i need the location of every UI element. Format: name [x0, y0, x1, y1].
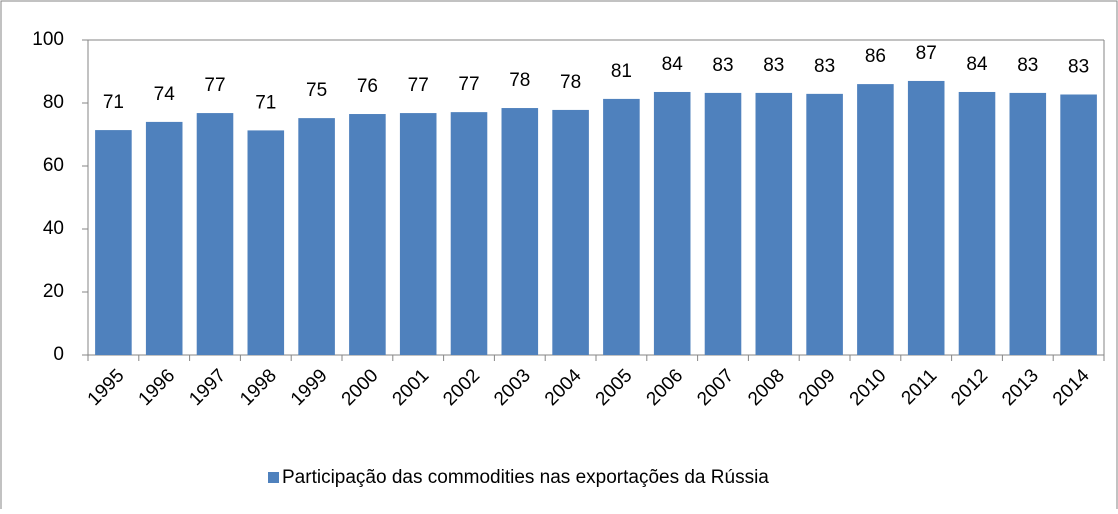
- value-label: 74: [154, 84, 176, 105]
- value-label: 81: [611, 61, 632, 82]
- value-label: 86: [865, 46, 886, 67]
- value-label: 83: [1017, 55, 1038, 76]
- y-tick-label: 20: [43, 281, 64, 302]
- value-label: 78: [560, 72, 581, 93]
- value-label: 84: [662, 54, 684, 75]
- value-label: 71: [103, 92, 124, 113]
- bar: [501, 108, 539, 355]
- value-label: 83: [814, 56, 835, 77]
- value-label: 77: [204, 75, 225, 96]
- value-label: 83: [763, 55, 784, 76]
- value-label: 78: [509, 70, 530, 91]
- legend-swatch: [268, 472, 279, 483]
- value-label: 77: [458, 74, 479, 95]
- bar: [603, 98, 640, 355]
- y-tick-label: 0: [53, 344, 64, 365]
- bar: [349, 114, 386, 356]
- value-label: 71: [255, 92, 276, 113]
- bar: [145, 121, 183, 356]
- y-tick-label: 60: [43, 155, 64, 176]
- bar: [653, 91, 691, 355]
- y-tick-label: 80: [43, 92, 64, 113]
- value-label: 83: [1068, 57, 1089, 78]
- bar: [907, 80, 945, 355]
- value-label: 83: [712, 55, 733, 76]
- bar: [755, 92, 793, 356]
- y-tick-label: 100: [32, 29, 64, 50]
- bar: [298, 118, 335, 356]
- bar: [95, 130, 132, 355]
- bar: [247, 130, 285, 355]
- value-label: 84: [966, 54, 988, 75]
- value-label: 87: [916, 43, 937, 64]
- value-label: 77: [408, 75, 429, 96]
- bar: [399, 113, 437, 355]
- bar: [196, 113, 234, 355]
- y-tick-label: 40: [43, 218, 64, 239]
- bar: [704, 92, 742, 356]
- legend-label: Participação das commodities nas exporta…: [282, 467, 769, 488]
- bar: [1060, 94, 1097, 356]
- bar: [552, 109, 589, 356]
- bar: [1009, 92, 1047, 356]
- bar: [958, 91, 996, 355]
- value-label: 75: [306, 80, 327, 101]
- value-label: 76: [357, 76, 378, 97]
- bar: [450, 112, 488, 355]
- bar: [806, 93, 843, 356]
- bar: [857, 84, 894, 355]
